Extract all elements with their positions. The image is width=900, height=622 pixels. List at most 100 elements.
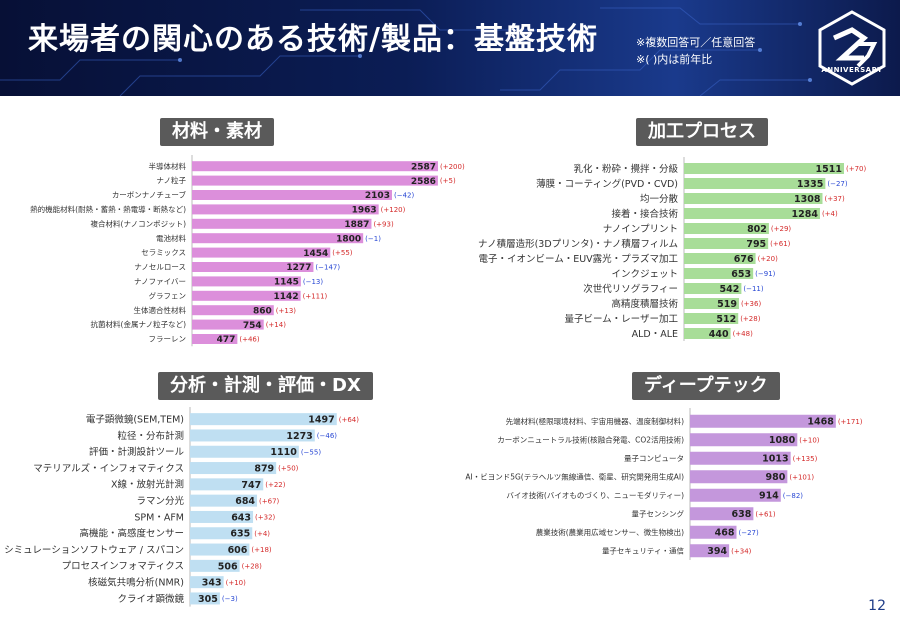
delta-label: (+171) bbox=[838, 418, 863, 426]
bar bbox=[684, 268, 754, 279]
logo-anniversary-text: ANNIVERSARY bbox=[821, 66, 883, 74]
bar bbox=[192, 334, 238, 344]
bar bbox=[684, 298, 739, 309]
value-label: 1800 bbox=[336, 234, 361, 244]
value-label: 2587 bbox=[411, 162, 436, 172]
bar bbox=[690, 488, 781, 502]
category-label: 高精度積層技術 bbox=[611, 298, 678, 310]
bar bbox=[684, 178, 826, 189]
value-label: 676 bbox=[734, 254, 754, 265]
bar bbox=[690, 451, 791, 465]
note-yoy: ※( )内は前年比 bbox=[636, 53, 713, 66]
value-label: 512 bbox=[716, 314, 736, 325]
header-banner: 来場者の関心のある技術/製品：基盤技術 ※複数回答可／任意回答 ※( )内は前年… bbox=[0, 0, 900, 96]
category-label: ナノ積層造形(3Dプリンタ)・ナノ積層フィルム bbox=[478, 238, 678, 250]
category-label: 量子センシング bbox=[632, 508, 685, 518]
category-label: 半導体材料 bbox=[149, 161, 187, 171]
category-label: 電池材料 bbox=[156, 233, 186, 243]
value-label: 519 bbox=[717, 299, 737, 310]
bar bbox=[190, 413, 337, 426]
delta-label: (+50) bbox=[278, 465, 299, 473]
delta-label: (+4) bbox=[822, 210, 838, 218]
bar bbox=[190, 527, 253, 540]
category-label: バイオ技術(バイオものづくり、ニューモダリティー) bbox=[506, 490, 684, 500]
value-label: 1963 bbox=[352, 206, 377, 216]
category-label: カーボンナノチューブ bbox=[112, 190, 187, 200]
value-label: 1497 bbox=[308, 415, 334, 426]
delta-label: (−13) bbox=[303, 278, 324, 286]
category-label: ラマン分光 bbox=[136, 495, 184, 507]
category-label: カーボンニュートラル技術(核融合発電、CO2活用技術) bbox=[497, 434, 684, 444]
bar bbox=[190, 592, 220, 605]
panel-title-analysis: 分析・計測・評価・DX bbox=[158, 372, 373, 400]
delta-label: (+5) bbox=[440, 177, 456, 185]
value-label: 343 bbox=[202, 578, 222, 589]
delta-label: (+20) bbox=[758, 255, 779, 263]
category-label: ナノ粒子 bbox=[156, 175, 186, 185]
value-label: 1080 bbox=[769, 435, 796, 446]
delta-label: (+64) bbox=[339, 416, 360, 424]
delta-label: (+10) bbox=[799, 436, 820, 444]
category-label: 量子コンピュータ bbox=[624, 454, 684, 463]
panel-title-materials: 材料・素材 bbox=[160, 118, 274, 146]
bar bbox=[192, 305, 274, 316]
bar bbox=[690, 525, 737, 539]
delta-label: (+36) bbox=[741, 300, 762, 308]
delta-label: (+28) bbox=[740, 315, 761, 323]
panel-title-deeptech: ディープテック bbox=[632, 372, 780, 400]
value-label: 643 bbox=[231, 512, 251, 523]
value-label: 747 bbox=[241, 480, 261, 491]
value-label: 1454 bbox=[303, 249, 328, 259]
delta-label: (−147) bbox=[315, 264, 340, 272]
bar bbox=[690, 414, 836, 428]
bar bbox=[190, 543, 250, 556]
category-label: インクジェット bbox=[611, 269, 678, 280]
value-label: 1335 bbox=[797, 179, 823, 190]
value-label: 305 bbox=[198, 594, 218, 605]
bar bbox=[684, 253, 756, 264]
value-label: 477 bbox=[217, 335, 236, 345]
value-label: 802 bbox=[747, 224, 767, 235]
delta-label: (−11) bbox=[743, 285, 764, 293]
bar bbox=[690, 507, 754, 521]
value-label: 795 bbox=[746, 239, 766, 250]
delta-label: (+67) bbox=[259, 497, 280, 505]
bar bbox=[684, 163, 844, 174]
delta-label: (+46) bbox=[239, 336, 260, 344]
bar bbox=[684, 208, 820, 219]
delta-label: (+61) bbox=[755, 510, 776, 518]
delta-label: (+34) bbox=[731, 547, 752, 555]
category-label: 量子セキュリティ・通信 bbox=[602, 545, 685, 555]
panel-title-processing: 加工プロセス bbox=[636, 118, 768, 146]
value-label: 1145 bbox=[274, 278, 299, 288]
category-label: 農業技術(農業用広域センサー、微生物検出) bbox=[536, 527, 684, 537]
category-label: 複合材料(ナノコンポジット) bbox=[91, 218, 187, 228]
value-label: 980 bbox=[766, 472, 786, 483]
category-label: X線・放射光計測 bbox=[111, 479, 184, 491]
category-label: 熱的機能材料(耐熱・蓄熱・熱電導・断熱など) bbox=[30, 204, 186, 214]
bar bbox=[192, 276, 301, 287]
category-label: 接着・接合技術 bbox=[611, 208, 678, 220]
value-label: 653 bbox=[731, 269, 751, 280]
delta-label: (+4) bbox=[254, 530, 270, 538]
value-label: 1887 bbox=[344, 220, 369, 230]
delta-label: (+29) bbox=[771, 225, 792, 233]
category-label: グラフェン bbox=[149, 290, 187, 300]
value-label: 1308 bbox=[794, 194, 821, 205]
category-label: ALD・ALE bbox=[632, 329, 678, 340]
value-label: 2103 bbox=[365, 191, 390, 201]
note-multiple-answers: ※複数回答可／任意回答 bbox=[636, 36, 756, 49]
value-label: 754 bbox=[243, 321, 262, 331]
delta-label: (+10) bbox=[226, 579, 247, 587]
bar bbox=[684, 313, 739, 324]
bar bbox=[192, 290, 301, 301]
bar bbox=[190, 462, 277, 475]
value-label: 1142 bbox=[274, 292, 299, 302]
value-label: 684 bbox=[235, 496, 255, 507]
value-label: 638 bbox=[732, 509, 752, 520]
bar bbox=[192, 233, 364, 244]
category-label: 抗菌材料(金属ナノ粒子など) bbox=[91, 319, 187, 329]
circuit-decoration bbox=[0, 7, 812, 96]
